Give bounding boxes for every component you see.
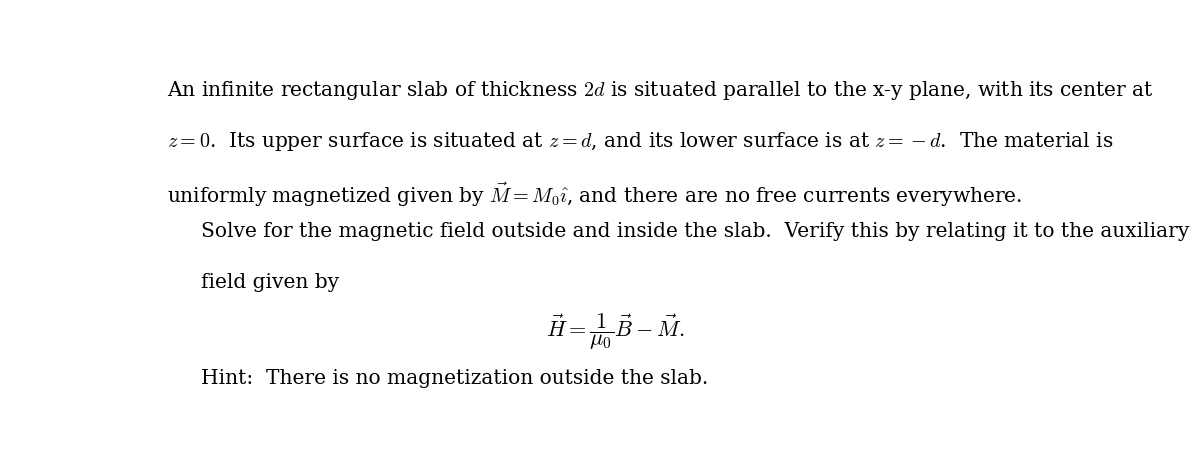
- Text: $z = 0$.  Its upper surface is situated at $z = d$, and its lower surface is at : $z = 0$. Its upper surface is situated a…: [167, 130, 1114, 153]
- Text: Hint:  There is no magnetization outside the slab.: Hint: There is no magnetization outside …: [202, 369, 708, 388]
- Text: field given by: field given by: [202, 273, 340, 292]
- Text: Solve for the magnetic field outside and inside the slab.  Verify this by relati: Solve for the magnetic field outside and…: [202, 222, 1189, 241]
- Text: uniformly magnetized given by $\vec{M} = M_0\hat{\imath}$, and there are no free: uniformly magnetized given by $\vec{M} =…: [167, 180, 1022, 209]
- Text: $\vec{H} = \dfrac{1}{\mu_0}\vec{B} - \vec{M}.$: $\vec{H} = \dfrac{1}{\mu_0}\vec{B} - \ve…: [546, 311, 684, 352]
- Text: An infinite rectangular slab of thickness $2d$ is situated parallel to the x-y p: An infinite rectangular slab of thicknes…: [167, 79, 1153, 102]
